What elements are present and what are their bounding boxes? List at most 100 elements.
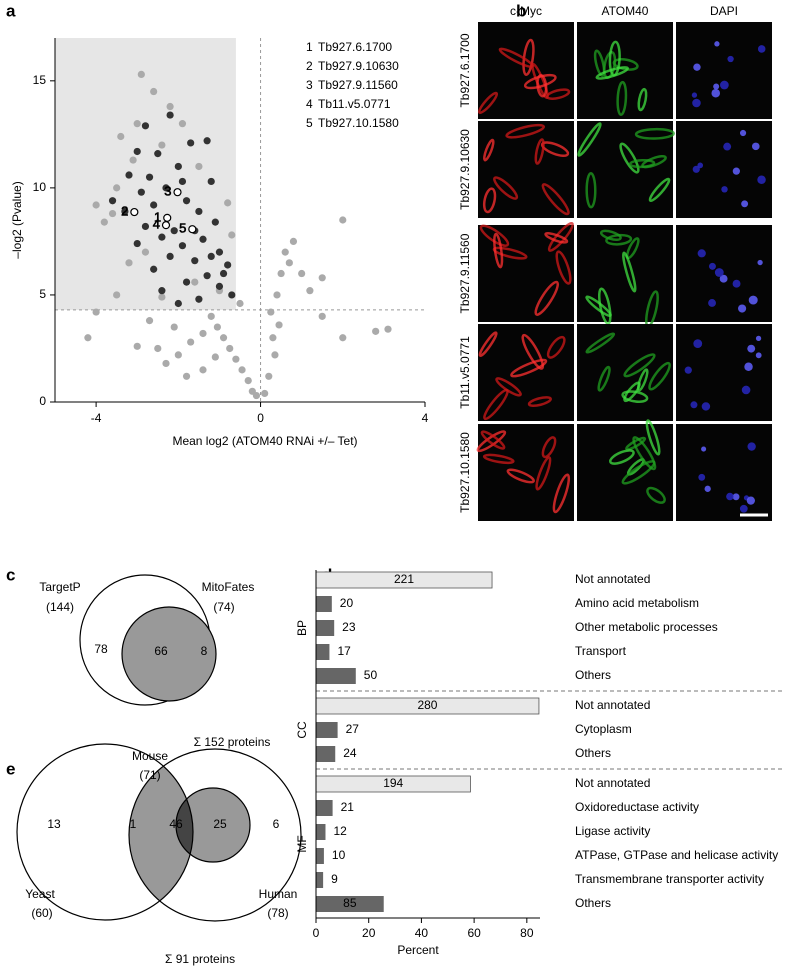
bar-count-label: 21 <box>341 800 355 814</box>
micrograph <box>676 225 772 322</box>
row-label: Tb11.v5.0771 <box>458 336 472 409</box>
category-label: Other metabolic processes <box>575 620 718 634</box>
cell <box>612 58 639 71</box>
data-point <box>191 278 199 286</box>
bar-count-label: 10 <box>332 848 346 862</box>
legend-number: 3 <box>306 78 313 92</box>
venn-label: Σ 91 proteins <box>165 952 235 966</box>
data-point <box>158 233 166 241</box>
venn-label: (144) <box>46 600 74 614</box>
y-tick-label: 0 <box>39 394 46 408</box>
data-point <box>117 132 125 141</box>
data-point <box>226 344 234 353</box>
point-label: 5 <box>179 221 186 236</box>
data-point <box>267 308 275 316</box>
data-point <box>195 207 203 216</box>
data-point <box>339 334 347 342</box>
cell <box>482 453 515 465</box>
column-header: c-Myc <box>510 4 542 18</box>
cell <box>493 176 519 200</box>
nucleus <box>692 98 701 108</box>
cell <box>527 396 552 407</box>
nucleus <box>757 45 766 53</box>
cell <box>593 49 606 77</box>
bar-count-label: 50 <box>364 668 378 682</box>
venn-label: 78 <box>94 642 108 656</box>
cell <box>585 171 597 209</box>
x-tick-label: 0 <box>257 411 264 425</box>
bar-count-label: 194 <box>383 776 403 790</box>
point-label: 3 <box>164 184 171 199</box>
nucleus <box>723 142 732 151</box>
group-label: CC <box>295 721 309 739</box>
venn-circle <box>175 787 251 863</box>
legend-number: 2 <box>306 59 313 73</box>
cell <box>585 332 616 354</box>
nucleus <box>727 55 734 63</box>
cell <box>541 183 570 216</box>
data-point <box>187 139 195 147</box>
nucleus <box>693 63 701 71</box>
venn-circle <box>128 748 302 922</box>
data-point <box>121 207 129 216</box>
data-point <box>339 216 347 224</box>
cell <box>555 250 572 285</box>
nucleus <box>701 446 707 452</box>
data-point <box>187 338 195 346</box>
data-point <box>173 188 182 197</box>
cell <box>498 47 534 69</box>
nucleus <box>719 274 728 283</box>
data-point <box>211 353 219 361</box>
nucleus <box>684 366 692 374</box>
cell <box>521 333 545 370</box>
row-label: Tb927.9.10630 <box>458 129 472 210</box>
cell <box>628 158 656 169</box>
nucleus <box>713 83 720 90</box>
category-label: ATPase, GTPase and helicase activity <box>575 848 778 862</box>
legend-text: Tb927.9.11560 <box>318 78 398 92</box>
cell <box>535 456 552 491</box>
cell <box>616 80 628 117</box>
data-point <box>224 199 232 207</box>
row-label: Tb927.6.1700 <box>458 33 472 107</box>
cell <box>522 38 535 76</box>
cell <box>505 123 546 139</box>
row-label: Tb927.9.11560 <box>458 233 472 313</box>
cell <box>483 138 495 162</box>
group-label: MF <box>295 835 309 852</box>
bar <box>316 668 356 684</box>
data-point <box>170 323 178 331</box>
nucleus <box>732 493 740 501</box>
data-point <box>252 391 261 400</box>
micrograph <box>676 22 772 119</box>
bar <box>316 800 333 816</box>
data-point <box>275 321 283 329</box>
x-tick-label: 80 <box>520 926 534 940</box>
nucleus <box>693 339 703 349</box>
cell <box>534 138 545 165</box>
data-point <box>137 188 145 196</box>
data-point <box>306 287 314 295</box>
venn-label: 6 <box>273 817 280 831</box>
data-point <box>92 308 100 316</box>
group-label: BP <box>295 620 309 636</box>
category-label: Others <box>575 746 611 760</box>
data-point <box>92 201 100 209</box>
cell <box>506 468 535 484</box>
data-point <box>113 291 121 299</box>
data-point <box>141 248 150 256</box>
cell <box>622 251 637 293</box>
data-point <box>125 171 133 179</box>
nucleus <box>744 362 753 371</box>
venn-label: (74) <box>213 600 234 614</box>
nucleus <box>691 92 698 98</box>
data-point <box>199 235 207 243</box>
data-point <box>129 156 137 164</box>
data-point <box>215 282 224 290</box>
cell <box>510 358 548 378</box>
venn-label: 13 <box>47 817 61 831</box>
data-point <box>232 355 240 363</box>
nucleus <box>698 473 706 481</box>
venn-circle <box>16 743 194 921</box>
